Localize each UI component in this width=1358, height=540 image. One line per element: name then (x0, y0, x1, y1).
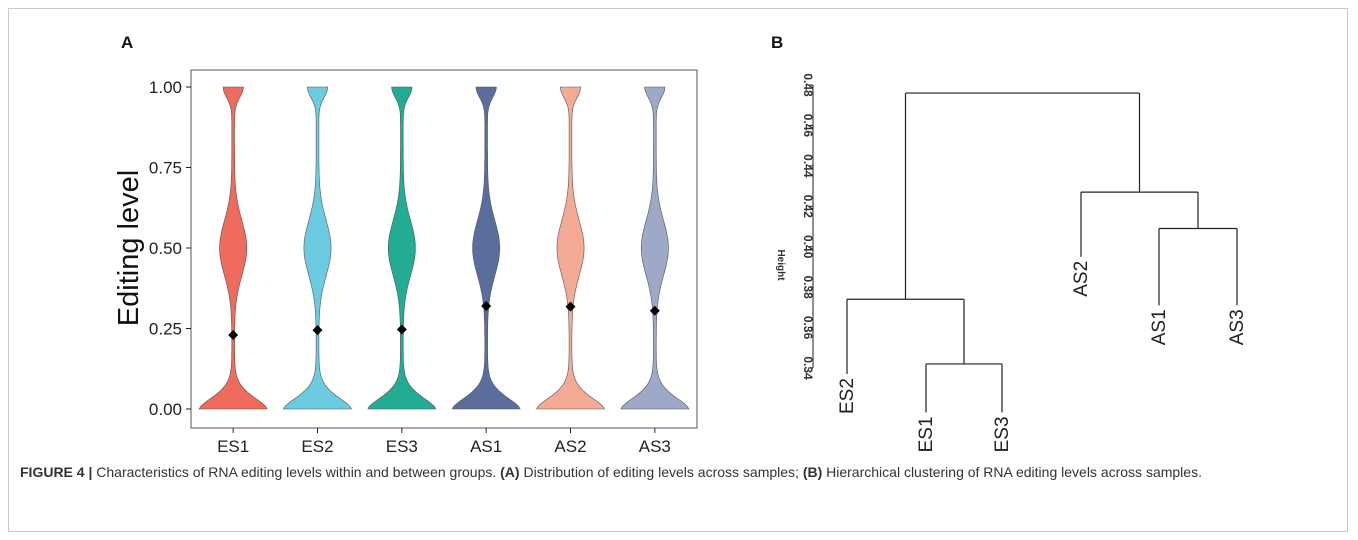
caption-text-3: Hierarchical clustering of RNA editing l… (822, 464, 1202, 480)
x-tick-label-as3: AS3 (639, 437, 671, 456)
violin-plot-frame (190, 69, 698, 429)
mean-marker-as1 (481, 300, 492, 311)
leaf-label-as2: AS2 (1071, 261, 1092, 297)
caption-b-ref: (B) (802, 464, 823, 480)
height-tick-label: 0.44 (801, 154, 815, 178)
height-tick-label: 0.36 (801, 316, 815, 340)
violin-es1 (198, 86, 268, 410)
mean-marker-es3 (396, 324, 407, 335)
violin-plot: 0.00 0.25 0.50 0.75 1.00 Editing level ES1 ES2 E… (113, 69, 698, 456)
panel-b-label: B (771, 33, 783, 52)
mean-marker-as2 (565, 301, 576, 312)
leaf-label-es2: ES2 (837, 378, 858, 414)
figure-frame (8, 8, 1348, 532)
panel-a-label: A (121, 33, 133, 52)
height-tick-label: 0.42 (801, 195, 815, 219)
violin-as1 (451, 86, 521, 410)
violin-es3 (367, 86, 437, 410)
violin-as2 (535, 86, 606, 410)
height-tick-label: 0.48 (801, 73, 815, 97)
y-tick-label: 0.25 (149, 320, 182, 339)
leaf-label-es3: ES3 (992, 416, 1013, 452)
height-tick-label: 0.34 (801, 356, 815, 380)
violin-as3 (620, 86, 690, 410)
leaf-label-as1: AS1 (1149, 309, 1170, 345)
y-tick-label: 0.75 (149, 159, 182, 178)
leaf-label-es1: ES1 (916, 416, 937, 452)
mean-marker-es1 (228, 329, 239, 340)
mean-marker-es2 (312, 325, 323, 336)
y-tick-label: 1.00 (149, 78, 182, 97)
caption-text-1: Characteristics of RNA editing levels wi… (92, 464, 501, 480)
violin-es2 (282, 86, 353, 410)
y-axis-label: Editing level (113, 170, 145, 326)
leaf-label-as3: AS3 (1227, 309, 1248, 345)
x-tick-label-es1: ES1 (217, 437, 249, 456)
height-tick-label: 0.38 (801, 275, 815, 299)
height-tick-label: 0.40 (801, 235, 815, 259)
caption-figure-label: FIGURE 4 | (20, 464, 93, 480)
caption-text-2: Distribution of editing levels across sa… (519, 464, 803, 480)
x-tick-label-es3: ES3 (386, 437, 418, 456)
dendrogram-plot: 0.34 0.36 0.38 0.40 0.42 0.44 0.46 0.48 Height ES… (775, 73, 1248, 452)
x-tick-label-es2: ES2 (301, 437, 333, 456)
caption-a-ref: (A) (500, 464, 520, 480)
x-tick-label-as1: AS1 (470, 437, 502, 456)
height-axis-label: Height (775, 249, 786, 281)
figure-caption: FIGURE 4 | Characteristics of RNA editin… (20, 462, 1340, 483)
height-tick-label: 0.46 (801, 114, 815, 138)
y-tick-label: 0.00 (149, 400, 182, 419)
y-tick-label: 0.50 (149, 239, 182, 258)
x-tick-label-as2: AS2 (554, 437, 586, 456)
mean-marker-as3 (649, 305, 660, 316)
